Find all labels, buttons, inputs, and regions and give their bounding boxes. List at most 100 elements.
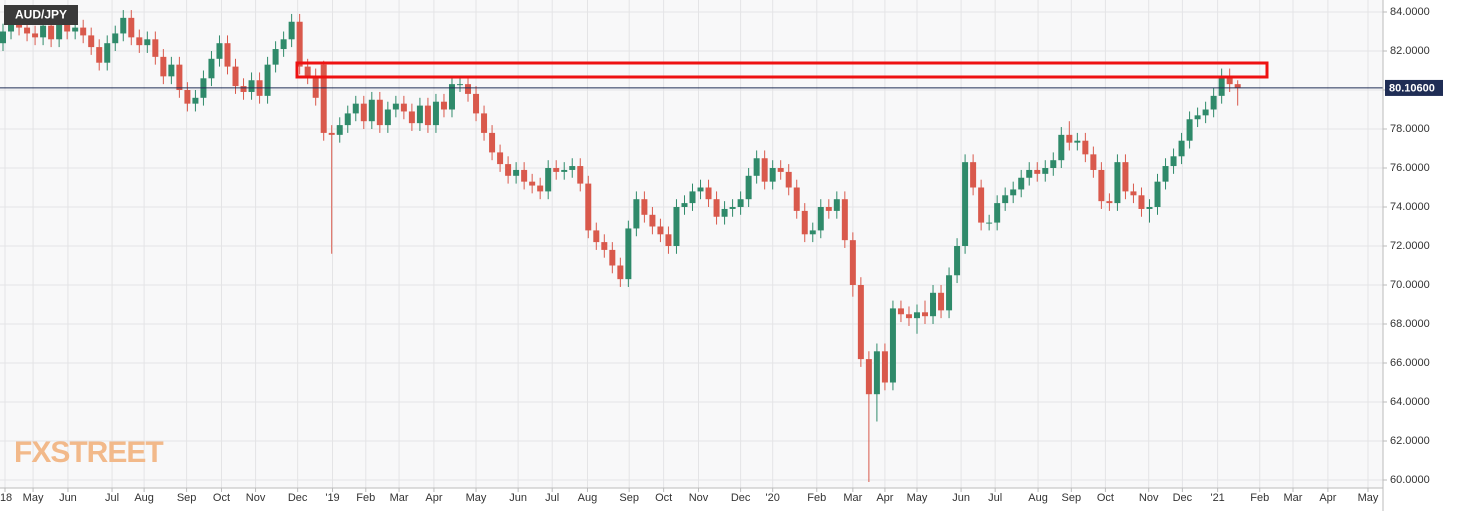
candle-body: [328, 132, 335, 135]
candle-body: [1114, 162, 1121, 204]
y-tick-label: 64.0000: [1390, 396, 1430, 408]
candle-body: [1234, 84, 1241, 89]
candle-body: [376, 99, 383, 126]
candle-body: [513, 169, 520, 176]
candle-body: [465, 84, 472, 94]
candle-body: [497, 152, 504, 165]
candle-body: [737, 199, 744, 207]
x-tick-label: May: [1358, 492, 1379, 504]
candle-body: [1058, 134, 1065, 161]
candle-body: [753, 158, 760, 176]
candle-body: [1138, 195, 1145, 209]
candle-body: [849, 240, 856, 285]
x-tick-label: Jul: [988, 492, 1002, 504]
candle-body: [793, 187, 800, 211]
candle-body: [168, 64, 175, 77]
candle-body: [833, 199, 840, 211]
candle-body: [408, 111, 415, 124]
candle-body: [962, 162, 969, 246]
candle-body: [1202, 109, 1209, 116]
candle-body: [32, 33, 39, 38]
candles: [0, 10, 1383, 482]
candle-body: [96, 47, 103, 63]
candle-body: [913, 312, 920, 319]
x-tick-label: May: [466, 492, 487, 504]
candle-body: [1082, 140, 1089, 155]
chart-title: AUD/JPY: [15, 8, 67, 22]
candle-body: [56, 17, 63, 40]
candle-body: [88, 35, 95, 48]
x-tick-label: Aug: [578, 492, 598, 504]
candle-body: [152, 39, 159, 57]
resistance-zone: [295, 61, 1269, 79]
candle-body: [1098, 169, 1105, 202]
plot-background: [0, 0, 1383, 488]
last-price-box: [1385, 79, 1443, 96]
candle-body: [673, 207, 680, 246]
candle-body: [825, 207, 832, 211]
candle-body: [585, 183, 592, 231]
candle-body: [112, 33, 119, 44]
candle-body: [184, 90, 191, 104]
candle-body: [304, 66, 311, 77]
candle-body: [1218, 76, 1225, 96]
candle-body: [593, 230, 600, 243]
x-tick-label: '19: [325, 492, 339, 504]
last-price-label: 80.10600: [1389, 82, 1435, 94]
candle-body: [577, 166, 584, 184]
candle-body: [160, 56, 167, 77]
candle-body: [224, 43, 231, 67]
candle-body: [272, 49, 279, 65]
candle-body: [561, 169, 568, 172]
x-tick-label: Oct: [1097, 492, 1114, 504]
x-tick-label: Jun: [59, 492, 77, 504]
candle-body: [288, 21, 295, 40]
candle-body: [360, 103, 367, 122]
candle-body: [1034, 169, 1041, 174]
x-tick-label: Apr: [1319, 492, 1336, 504]
x-tick-label: Apr: [425, 492, 442, 504]
candle-body: [120, 17, 127, 34]
candle-body: [529, 181, 536, 186]
x-tick-label: Dec: [1173, 492, 1193, 504]
x-tick-label: Mar: [390, 492, 409, 504]
candle-body: [521, 169, 528, 182]
candle-body: [865, 359, 872, 395]
x-tick-label: Sep: [1062, 492, 1082, 504]
candle-body: [128, 17, 135, 38]
candle-body: [905, 314, 912, 319]
x-tick-label: Sep: [619, 492, 639, 504]
y-tick-label: 66.0000: [1390, 357, 1430, 369]
candle-body: [0, 31, 7, 44]
candle-body: [938, 292, 945, 311]
candle-body: [729, 207, 736, 209]
axis-labels: 60.0000 62.0000 64.0000 66.0000 68.0000 70.00…: [0, 6, 1443, 504]
x-tick-label: Dec: [288, 492, 308, 504]
candle-body: [400, 103, 407, 112]
candle-body: [280, 39, 287, 50]
candle-body: [897, 308, 904, 315]
candle-body: [104, 43, 111, 63]
candle-body: [216, 43, 223, 59]
candle-body: [80, 27, 87, 36]
y-tick-label: 60.0000: [1390, 474, 1430, 486]
candle-body: [769, 168, 776, 182]
candle-body: [1074, 140, 1081, 143]
candle-body: [232, 66, 239, 87]
x-tick-label: Mar: [1284, 492, 1303, 504]
candle-body: [857, 285, 864, 360]
x-tick-label: Jul: [545, 492, 559, 504]
candle-body: [336, 125, 343, 135]
candle-body: [1066, 134, 1073, 143]
y-tick-label: 68.0000: [1390, 318, 1430, 330]
candle-body: [240, 86, 247, 92]
y-tick-label: 72.0000: [1390, 240, 1430, 252]
candle-body: [1226, 76, 1233, 85]
candle-body: [416, 105, 423, 124]
candle-body: [440, 101, 447, 110]
x-tick-label: Aug: [134, 492, 154, 504]
candle-body: [392, 103, 399, 110]
x-tick-label: Nov: [1139, 492, 1159, 504]
candle-body: [553, 168, 560, 172]
x-tick-label: Nov: [246, 492, 266, 504]
